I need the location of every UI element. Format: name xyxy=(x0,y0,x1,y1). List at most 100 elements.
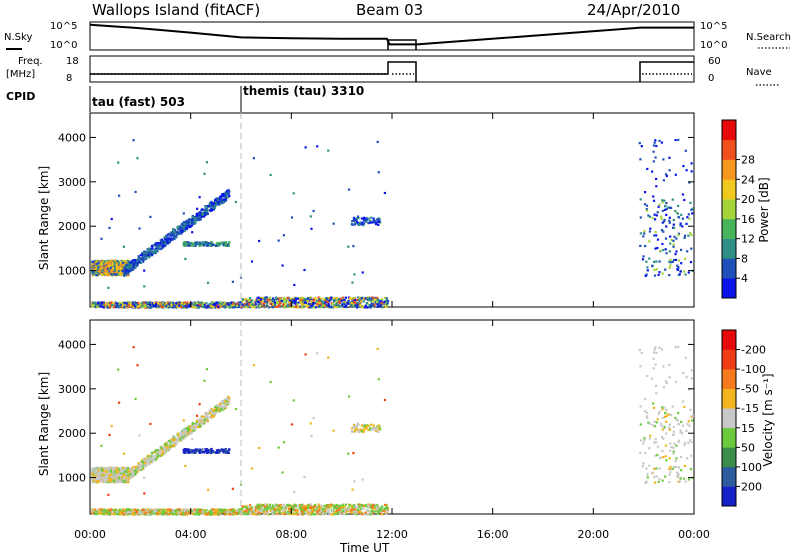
data-point xyxy=(143,269,146,272)
data-point xyxy=(97,265,100,268)
data-point xyxy=(205,451,208,454)
data-point xyxy=(198,196,201,199)
data-point xyxy=(186,430,190,433)
data-point xyxy=(92,261,95,264)
data-point xyxy=(118,194,121,197)
data-point xyxy=(97,263,100,266)
data-point xyxy=(159,454,162,458)
data-point xyxy=(156,457,159,460)
data-point xyxy=(327,149,330,152)
data-point xyxy=(97,270,100,273)
data-point xyxy=(133,465,136,469)
data-point xyxy=(186,448,189,451)
data-point xyxy=(261,297,264,300)
data-point xyxy=(269,302,272,305)
data-point xyxy=(185,221,188,224)
data-point xyxy=(191,305,194,308)
data-point xyxy=(226,196,229,199)
data-point xyxy=(121,468,125,472)
data-point xyxy=(107,262,110,265)
data-point xyxy=(185,433,188,437)
data-point xyxy=(246,304,249,307)
data-point xyxy=(163,242,167,245)
data-point xyxy=(382,301,385,304)
data-point xyxy=(192,426,196,429)
data-point xyxy=(360,304,363,307)
data-point xyxy=(352,245,355,248)
data-point xyxy=(159,449,162,452)
data-point xyxy=(179,432,182,435)
data-point xyxy=(360,217,363,220)
data-point xyxy=(642,255,645,258)
data-point xyxy=(131,473,134,476)
data-point xyxy=(688,181,691,184)
data-point xyxy=(139,254,142,257)
data-point xyxy=(335,302,338,305)
data-point xyxy=(217,244,220,247)
data-point xyxy=(150,452,153,455)
data-point xyxy=(115,262,118,265)
data-point xyxy=(234,302,237,305)
data-point xyxy=(258,513,261,516)
data-point xyxy=(103,480,106,483)
colorbar-tick-label: 4 xyxy=(741,272,748,285)
data-point xyxy=(310,227,313,230)
data-point xyxy=(119,303,123,306)
data-point xyxy=(109,469,112,472)
data-point xyxy=(138,467,141,470)
data-point xyxy=(205,161,209,164)
data-point xyxy=(115,273,118,276)
data-point xyxy=(639,198,642,201)
data-point xyxy=(353,300,356,303)
data-point xyxy=(98,269,101,272)
data-point xyxy=(222,200,225,203)
data-point xyxy=(164,237,167,240)
velocity-data-points xyxy=(91,345,694,516)
data-point xyxy=(202,302,206,305)
data-point xyxy=(156,453,159,456)
data-point xyxy=(653,268,656,272)
data-point xyxy=(192,449,195,452)
data-point xyxy=(163,451,166,454)
data-point xyxy=(123,306,126,309)
data-point xyxy=(649,227,652,230)
data-point xyxy=(654,247,657,250)
data-point xyxy=(679,224,682,227)
data-point xyxy=(212,303,215,306)
data-point xyxy=(360,297,363,300)
data-point xyxy=(374,300,377,304)
data-point xyxy=(186,510,189,513)
data-point xyxy=(184,430,188,433)
data-point xyxy=(108,472,111,475)
data-point xyxy=(644,191,647,194)
data-point xyxy=(227,399,230,402)
data-point xyxy=(115,470,118,474)
nsky-series xyxy=(89,23,694,46)
data-point xyxy=(683,257,687,260)
data-point xyxy=(356,221,359,225)
data-point xyxy=(172,229,176,232)
data-point xyxy=(222,405,225,408)
data-point xyxy=(149,461,152,464)
data-point xyxy=(172,303,176,306)
data-point xyxy=(141,459,144,462)
data-point xyxy=(381,306,384,309)
data-point xyxy=(686,250,689,253)
data-point xyxy=(217,201,220,204)
data-point xyxy=(365,218,369,221)
data-point xyxy=(96,481,99,484)
data-point xyxy=(165,234,168,237)
colorbar-tick-label: 28 xyxy=(741,154,755,167)
data-point xyxy=(655,268,658,271)
data-point xyxy=(218,405,221,408)
data-point xyxy=(153,451,156,454)
data-point xyxy=(210,415,213,418)
data-point xyxy=(289,305,292,308)
data-point xyxy=(145,255,148,258)
data-point xyxy=(257,303,260,307)
data-point xyxy=(92,468,95,471)
data-point xyxy=(182,433,185,436)
data-point xyxy=(141,460,144,463)
data-point xyxy=(150,458,153,461)
colorbar-swatch xyxy=(722,120,736,141)
